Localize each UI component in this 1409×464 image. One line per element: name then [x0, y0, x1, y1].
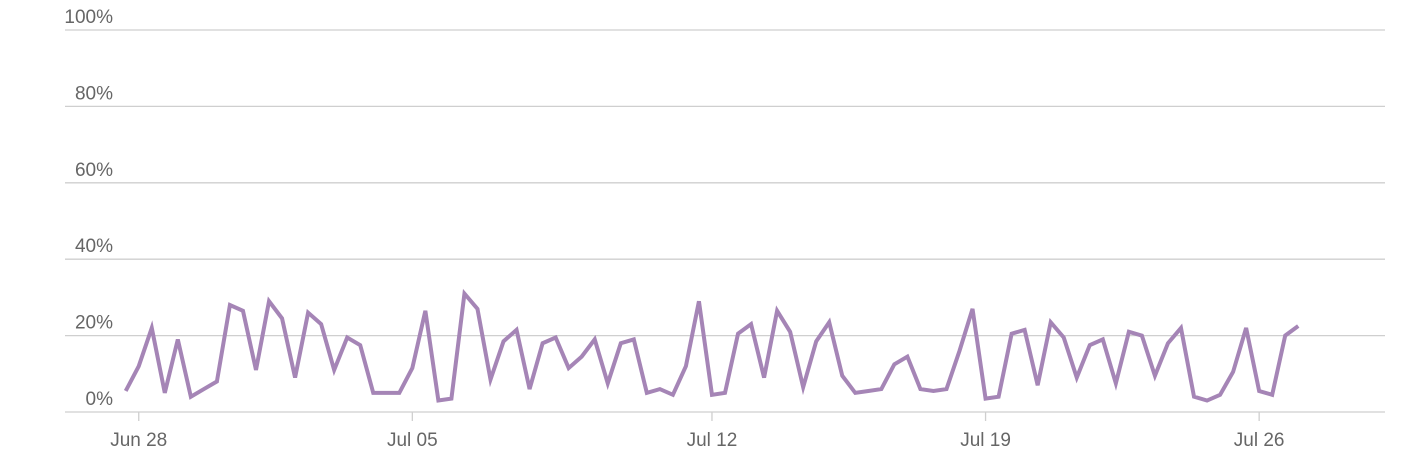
y-tick-label: 60% — [75, 160, 113, 181]
y-tick-label: 80% — [75, 83, 113, 104]
y-tick-label: 40% — [75, 236, 113, 257]
x-tick-label: Jul 19 — [960, 430, 1011, 451]
x-tick-label: Jul 05 — [387, 430, 438, 451]
x-tick-label: Jul 26 — [1234, 430, 1285, 451]
y-tick-label: 100% — [64, 7, 113, 28]
data-line — [123, 288, 1300, 403]
y-tick-label: 20% — [75, 313, 113, 334]
x-tick-label: Jun 28 — [110, 430, 167, 451]
y-tick-label: 0% — [86, 389, 114, 410]
x-tick-label: Jul 12 — [687, 430, 738, 451]
